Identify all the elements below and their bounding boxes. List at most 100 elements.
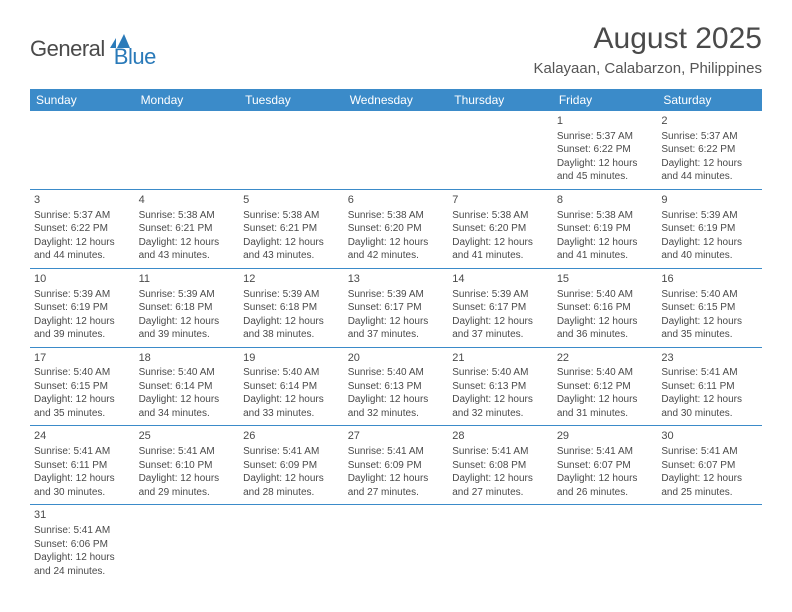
day-info-line: Sunrise: 5:40 AM: [557, 288, 654, 302]
day-number: 29: [557, 429, 654, 444]
day-info-line: Sunset: 6:11 PM: [34, 459, 131, 473]
day-info-line: Sunset: 6:06 PM: [34, 538, 131, 552]
calendar-cell-empty: [30, 111, 135, 189]
day-info-line: Sunset: 6:17 PM: [348, 301, 445, 315]
day-info-line: and 35 minutes.: [661, 328, 758, 342]
day-info-line: Sunrise: 5:37 AM: [557, 130, 654, 144]
day-info-line: Daylight: 12 hours: [348, 236, 445, 250]
day-info-line: and 32 minutes.: [348, 407, 445, 421]
calendar-body: 1Sunrise: 5:37 AMSunset: 6:22 PMDaylight…: [30, 111, 762, 583]
day-info-line: Sunset: 6:20 PM: [348, 222, 445, 236]
weekday-header: Thursday: [448, 89, 553, 111]
day-info-line: Sunset: 6:10 PM: [139, 459, 236, 473]
day-info-line: Sunrise: 5:40 AM: [452, 366, 549, 380]
day-number: 21: [452, 351, 549, 366]
day-info-line: Sunrise: 5:38 AM: [243, 209, 340, 223]
day-number: 28: [452, 429, 549, 444]
day-info-line: and 45 minutes.: [557, 170, 654, 184]
day-number: 19: [243, 351, 340, 366]
calendar-cell: 29Sunrise: 5:41 AMSunset: 6:07 PMDayligh…: [553, 426, 658, 505]
calendar-cell: 26Sunrise: 5:41 AMSunset: 6:09 PMDayligh…: [239, 426, 344, 505]
calendar-cell-empty: [135, 111, 240, 189]
day-info-line: and 44 minutes.: [661, 170, 758, 184]
calendar-table: Sunday Monday Tuesday Wednesday Thursday…: [30, 89, 762, 583]
day-number: 24: [34, 429, 131, 444]
day-info-line: Sunrise: 5:38 AM: [452, 209, 549, 223]
day-info-line: Sunrise: 5:41 AM: [139, 445, 236, 459]
calendar-row: 10Sunrise: 5:39 AMSunset: 6:19 PMDayligh…: [30, 268, 762, 347]
day-info-line: Daylight: 12 hours: [661, 472, 758, 486]
day-info-line: Sunrise: 5:40 AM: [34, 366, 131, 380]
calendar-cell: 8Sunrise: 5:38 AMSunset: 6:19 PMDaylight…: [553, 189, 658, 268]
calendar-cell: 5Sunrise: 5:38 AMSunset: 6:21 PMDaylight…: [239, 189, 344, 268]
calendar-cell: 12Sunrise: 5:39 AMSunset: 6:18 PMDayligh…: [239, 268, 344, 347]
day-info-line: and 39 minutes.: [34, 328, 131, 342]
day-number: 12: [243, 272, 340, 287]
day-info-line: Sunrise: 5:38 AM: [348, 209, 445, 223]
day-number: 1: [557, 114, 654, 129]
day-info-line: and 27 minutes.: [348, 486, 445, 500]
day-info-line: Daylight: 12 hours: [557, 157, 654, 171]
day-info-line: Sunrise: 5:41 AM: [34, 524, 131, 538]
calendar-cell: 1Sunrise: 5:37 AMSunset: 6:22 PMDaylight…: [553, 111, 658, 189]
day-info-line: Sunset: 6:21 PM: [139, 222, 236, 236]
day-info-line: and 27 minutes.: [452, 486, 549, 500]
day-number: 13: [348, 272, 445, 287]
day-info-line: and 39 minutes.: [139, 328, 236, 342]
calendar-cell-empty: [448, 111, 553, 189]
day-number: 23: [661, 351, 758, 366]
day-info-line: Sunrise: 5:41 AM: [34, 445, 131, 459]
calendar-page: General Blue August 2025 Kalayaan, Calab…: [0, 0, 792, 612]
calendar-cell: 3Sunrise: 5:37 AMSunset: 6:22 PMDaylight…: [30, 189, 135, 268]
calendar-cell: 25Sunrise: 5:41 AMSunset: 6:10 PMDayligh…: [135, 426, 240, 505]
day-info-line: Daylight: 12 hours: [34, 393, 131, 407]
day-info-line: and 30 minutes.: [34, 486, 131, 500]
day-info-line: and 41 minutes.: [557, 249, 654, 263]
day-info-line: Sunset: 6:19 PM: [557, 222, 654, 236]
day-info-line: Sunrise: 5:39 AM: [139, 288, 236, 302]
calendar-cell: 19Sunrise: 5:40 AMSunset: 6:14 PMDayligh…: [239, 347, 344, 426]
day-info-line: Sunrise: 5:39 AM: [452, 288, 549, 302]
day-info-line: Sunrise: 5:40 AM: [348, 366, 445, 380]
day-info-line: Daylight: 12 hours: [557, 236, 654, 250]
day-info-line: Sunset: 6:13 PM: [452, 380, 549, 394]
day-number: 10: [34, 272, 131, 287]
calendar-cell-empty: [344, 111, 449, 189]
day-info-line: Sunset: 6:15 PM: [34, 380, 131, 394]
day-info-line: Sunset: 6:20 PM: [452, 222, 549, 236]
day-info-line: and 43 minutes.: [139, 249, 236, 263]
calendar-cell: 11Sunrise: 5:39 AMSunset: 6:18 PMDayligh…: [135, 268, 240, 347]
day-number: 15: [557, 272, 654, 287]
day-info-line: Daylight: 12 hours: [139, 393, 236, 407]
day-info-line: and 26 minutes.: [557, 486, 654, 500]
day-info-line: and 33 minutes.: [243, 407, 340, 421]
day-number: 5: [243, 193, 340, 208]
calendar-cell: 20Sunrise: 5:40 AMSunset: 6:13 PMDayligh…: [344, 347, 449, 426]
day-number: 22: [557, 351, 654, 366]
page-header: General Blue August 2025 Kalayaan, Calab…: [30, 22, 762, 77]
day-info-line: Daylight: 12 hours: [139, 236, 236, 250]
day-info-line: Daylight: 12 hours: [661, 157, 758, 171]
logo-text-dark: General: [30, 36, 105, 62]
calendar-cell-empty: [553, 505, 658, 583]
day-info-line: Daylight: 12 hours: [34, 236, 131, 250]
calendar-cell: 2Sunrise: 5:37 AMSunset: 6:22 PMDaylight…: [657, 111, 762, 189]
calendar-cell: 22Sunrise: 5:40 AMSunset: 6:12 PMDayligh…: [553, 347, 658, 426]
day-info-line: Sunrise: 5:39 AM: [348, 288, 445, 302]
weekday-header: Sunday: [30, 89, 135, 111]
day-info-line: Sunset: 6:13 PM: [348, 380, 445, 394]
calendar-cell: 18Sunrise: 5:40 AMSunset: 6:14 PMDayligh…: [135, 347, 240, 426]
day-info-line: Sunset: 6:16 PM: [557, 301, 654, 315]
weekday-header: Saturday: [657, 89, 762, 111]
calendar-row: 1Sunrise: 5:37 AMSunset: 6:22 PMDaylight…: [30, 111, 762, 189]
day-info-line: Daylight: 12 hours: [243, 236, 340, 250]
day-info-line: Sunset: 6:21 PM: [243, 222, 340, 236]
weekday-header-row: Sunday Monday Tuesday Wednesday Thursday…: [30, 89, 762, 111]
day-info-line: Sunset: 6:12 PM: [557, 380, 654, 394]
day-info-line: Sunset: 6:18 PM: [139, 301, 236, 315]
day-info-line: Daylight: 12 hours: [557, 393, 654, 407]
calendar-row: 24Sunrise: 5:41 AMSunset: 6:11 PMDayligh…: [30, 426, 762, 505]
calendar-row: 17Sunrise: 5:40 AMSunset: 6:15 PMDayligh…: [30, 347, 762, 426]
day-info-line: Sunset: 6:11 PM: [661, 380, 758, 394]
weekday-header: Friday: [553, 89, 658, 111]
